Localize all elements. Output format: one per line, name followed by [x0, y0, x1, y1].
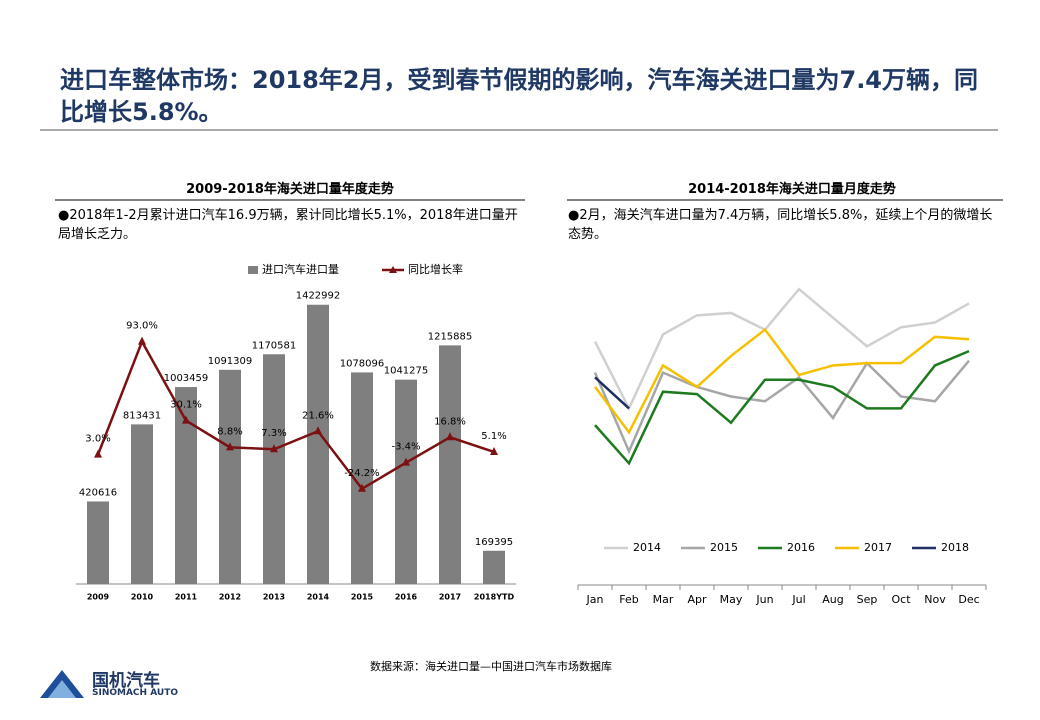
legend-label: 进口汽车进口量 — [262, 262, 339, 276]
x-tick-label: Apr — [687, 593, 707, 606]
bar-label: 1215885 — [428, 331, 473, 342]
bar-label: 420616 — [79, 487, 117, 498]
marker — [182, 415, 190, 424]
bar-label: 1078096 — [340, 358, 385, 369]
bar — [395, 379, 417, 584]
panel-title: 2009-2018年海关进口量年度走势 — [186, 182, 394, 197]
x-tick-label: Dec — [958, 593, 979, 606]
x-tick-label: Sep — [857, 593, 878, 606]
data-label: 30.1% — [170, 400, 202, 411]
x-tick-label: 2010 — [131, 593, 154, 602]
x-tick-label: Mar — [653, 593, 674, 606]
x-tick-label: 2017 — [439, 593, 461, 602]
bar-label: 1170581 — [252, 340, 297, 351]
legend-label: 2016 — [787, 541, 815, 554]
marker — [314, 426, 322, 435]
data-label: 16.8% — [434, 416, 466, 427]
x-tick-label: Jul — [791, 593, 805, 606]
marker — [358, 483, 366, 492]
legend-label: 2018 — [941, 541, 969, 554]
line — [593, 359, 970, 455]
data-label: 5.1% — [481, 431, 506, 442]
bar-label: 1003459 — [164, 373, 209, 384]
data-label: 8.8% — [217, 426, 242, 437]
x-tick-label: Oct — [891, 593, 911, 606]
legend-label: 2014 — [633, 541, 661, 554]
logo-icon — [48, 680, 76, 698]
bar-label: 1091309 — [208, 356, 253, 367]
marker — [402, 457, 410, 466]
data-label: 3.0% — [85, 434, 110, 445]
data-label: 7.3% — [261, 428, 286, 439]
marker — [270, 444, 278, 453]
line — [593, 287, 970, 412]
bar — [351, 372, 373, 584]
line — [594, 376, 630, 410]
logo-name-en: SINOMACH AUTO — [92, 688, 178, 698]
data-label: 21.6% — [302, 410, 334, 421]
panel-note: ●2月，海关汽车进口量为7.4万辆，同比增长5.8%，延续上个月的微增长态势。 — [568, 208, 993, 242]
bar-label: 813431 — [123, 410, 161, 421]
x-tick-label: 2013 — [263, 593, 285, 602]
legend-label: 2015 — [710, 541, 738, 554]
logo-name: 国机汽车 — [92, 671, 160, 691]
x-tick-label: Nov — [924, 593, 946, 606]
panel-note: ●2018年1-2月累计进口汽车16.9万辆，累计同比增长5.1%，2018年进… — [58, 208, 518, 242]
bar — [263, 354, 285, 584]
bar — [307, 304, 329, 584]
line — [593, 327, 970, 435]
bar-label: 169395 — [475, 537, 513, 548]
marker — [446, 432, 454, 441]
x-tick-label: 2015 — [351, 593, 374, 602]
x-tick-label: 2009 — [87, 593, 110, 602]
bar — [483, 550, 505, 584]
line — [96, 338, 495, 491]
marker — [226, 442, 234, 451]
data-label: 93.0% — [126, 321, 158, 332]
x-tick-label: Jun — [755, 593, 773, 606]
data-label: -24.2% — [344, 468, 379, 479]
bar — [131, 424, 153, 584]
bar — [87, 501, 109, 584]
bar — [175, 387, 197, 584]
slide-title: 进口车整体市场：2018年2月，受到春节假期的影响，汽车海关进口量为7.4万辆，… — [60, 66, 979, 126]
x-tick-label: 2014 — [307, 593, 330, 602]
marker — [138, 336, 146, 345]
x-tick-label: 2011 — [175, 593, 198, 602]
x-tick-label: May — [720, 593, 743, 606]
data-label: -3.4% — [391, 442, 420, 453]
legend-swatch — [248, 266, 258, 274]
marker — [94, 449, 102, 458]
legend-label: 2017 — [864, 541, 892, 554]
x-tick-label: 2012 — [219, 593, 241, 602]
source: 数据来源：海关进口量—中国进口汽车市场数据库 — [370, 660, 612, 673]
legend-swatch — [389, 266, 397, 273]
x-tick-label: 2016 — [395, 593, 418, 602]
bar — [219, 369, 241, 584]
line — [594, 349, 970, 466]
bar-label: 1041275 — [384, 366, 429, 377]
x-tick-label: Jan — [586, 593, 604, 606]
panel-title: 2014-2018年海关进口量月度走势 — [688, 182, 896, 197]
bar — [439, 345, 461, 584]
marker — [490, 446, 498, 455]
legend-label: 同比增长率 — [408, 262, 463, 276]
x-tick-label: Aug — [822, 593, 843, 606]
x-tick-label: Feb — [619, 593, 638, 606]
bar-label: 1422992 — [296, 291, 341, 302]
x-tick-label: 2018YTD — [474, 593, 515, 602]
